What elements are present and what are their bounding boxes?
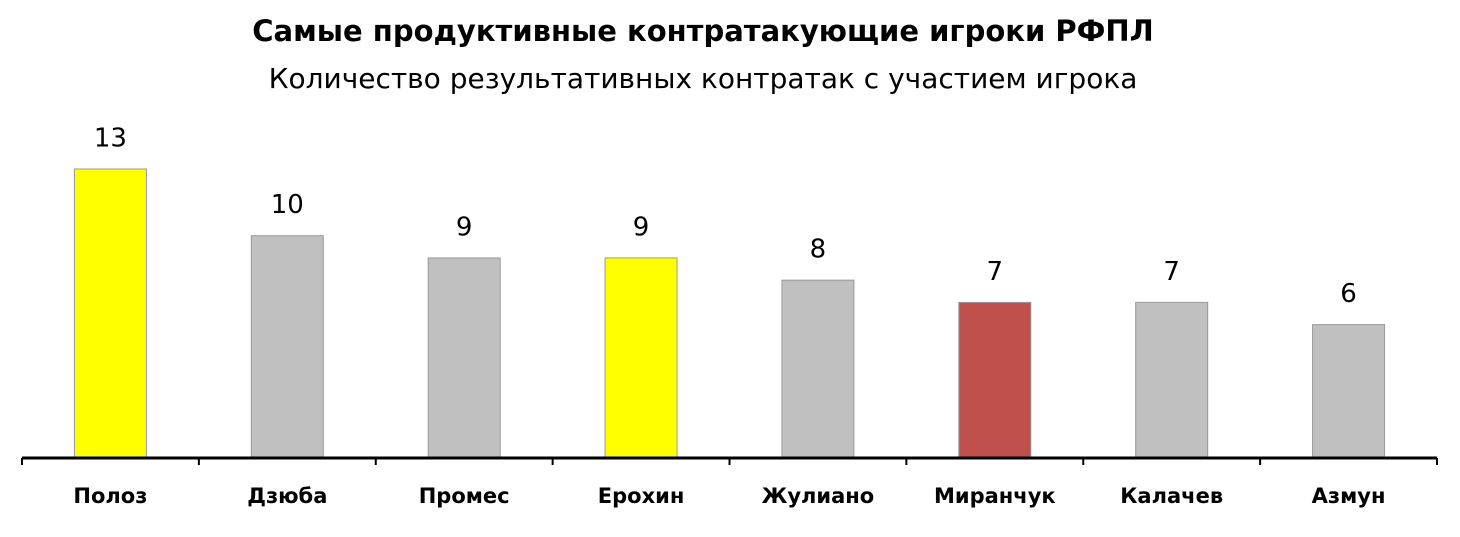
x-tick-label: Азмун bbox=[1312, 484, 1386, 508]
x-tick-label: Полоз bbox=[73, 484, 147, 508]
value-label: 7 bbox=[1163, 257, 1180, 287]
bar bbox=[1312, 324, 1386, 459]
chart-subtitle: Количество результативных контратак с уч… bbox=[269, 62, 1138, 95]
value-label: 6 bbox=[1340, 279, 1357, 309]
value-label: 13 bbox=[94, 124, 127, 154]
x-tick-label: Миранчук bbox=[934, 484, 1056, 508]
bar bbox=[427, 257, 501, 459]
x-tick-label: Ерохин bbox=[598, 484, 685, 508]
value-label: 7 bbox=[987, 257, 1004, 287]
bar bbox=[1135, 301, 1209, 459]
x-tick-label: Калачев bbox=[1120, 484, 1223, 508]
bar bbox=[604, 257, 678, 459]
x-tick-label: Промес bbox=[419, 484, 510, 508]
value-label: 9 bbox=[633, 212, 650, 242]
x-tick-label: Жулиано bbox=[762, 484, 875, 508]
bar bbox=[250, 235, 324, 459]
bar bbox=[958, 301, 1032, 459]
value-label: 9 bbox=[456, 212, 473, 242]
x-tick-label: Дзюба bbox=[247, 484, 327, 508]
bar bbox=[781, 279, 855, 459]
value-label: 10 bbox=[271, 190, 304, 220]
value-label: 8 bbox=[810, 235, 827, 265]
bar bbox=[73, 168, 147, 459]
chart-title: Самые продуктивные контратакующие игроки… bbox=[252, 14, 1153, 48]
